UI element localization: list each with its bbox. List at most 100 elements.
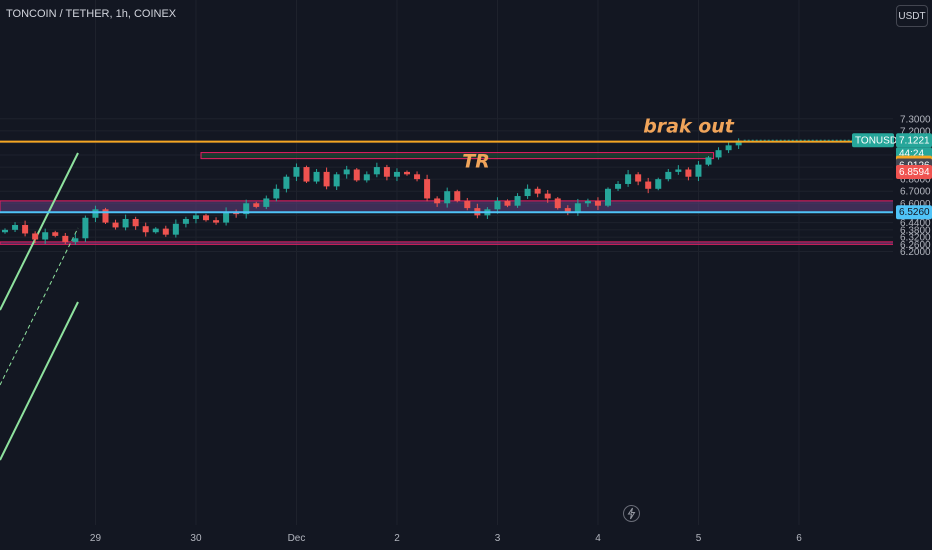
lightning-icon[interactable]: [623, 505, 640, 522]
candle-body: [424, 179, 431, 199]
candle: [172, 219, 179, 238]
candle: [504, 199, 511, 208]
candle-body: [253, 203, 260, 207]
candle: [464, 197, 471, 211]
candle: [404, 170, 410, 176]
candle-body: [605, 188, 611, 206]
chart-title: TONCOIN / TETHER, 1h, COINEX: [6, 8, 177, 20]
candle-body: [303, 167, 310, 182]
grid: [0, 0, 893, 525]
candle-body: [62, 235, 69, 242]
price-axis[interactable]: 7.30007.20007.10007.00006.90006.80006.70…: [893, 0, 932, 550]
candle-body: [725, 145, 732, 151]
candle: [373, 162, 380, 178]
symbol-badge: TONUSDT: [852, 133, 903, 148]
candle: [645, 177, 652, 194]
candle-body: [695, 164, 702, 177]
candle: [594, 197, 601, 211]
trendline-middle: [0, 227, 79, 386]
candles: [2, 138, 742, 245]
candle-body: [665, 171, 672, 180]
candle-body: [514, 196, 521, 206]
candle: [142, 222, 149, 237]
candle-body: [353, 169, 360, 181]
candle-body: [675, 169, 682, 172]
candle-body: [12, 225, 19, 230]
last-price-badge-text: 7.1221: [899, 135, 930, 146]
level-b-badge-bg: [896, 164, 932, 179]
y-tick-label: 6.2000: [900, 247, 931, 258]
candle: [112, 219, 119, 230]
candle: [414, 171, 421, 182]
candle: [253, 201, 260, 209]
candle-body: [454, 191, 461, 201]
candle: [162, 225, 169, 237]
candle: [343, 165, 350, 179]
candle: [514, 193, 521, 208]
candle-body: [203, 215, 209, 221]
demand-zone-lower: [0, 241, 897, 245]
candle-body: [32, 233, 39, 240]
candle: [695, 161, 702, 182]
candle-body: [393, 171, 400, 177]
candle-body: [464, 200, 471, 209]
candle: [303, 165, 310, 184]
candle: [333, 172, 340, 191]
candle: [203, 213, 209, 222]
candle: [564, 205, 571, 216]
y-tick-label: 6.3800: [900, 225, 931, 236]
candle-body: [333, 174, 340, 187]
candle: [605, 187, 611, 208]
candle: [705, 155, 712, 167]
candle: [92, 205, 99, 223]
x-tick-label: 29: [90, 533, 102, 544]
candle: [42, 228, 49, 244]
candle: [665, 169, 672, 182]
annotation-label: TR: [462, 151, 490, 173]
candle-body: [52, 232, 59, 236]
candle-body: [363, 174, 370, 181]
currency-button[interactable]: USDT: [896, 5, 928, 27]
candle: [223, 207, 230, 226]
candle-body: [152, 228, 159, 233]
candle: [72, 233, 79, 245]
y-tick-label: 6.6000: [900, 199, 931, 210]
y-tick-label: 6.8000: [900, 175, 931, 186]
annotations: brak out TR: [462, 116, 735, 173]
candle-body: [213, 220, 220, 223]
candle: [82, 215, 89, 242]
price-axis-bg: [893, 0, 932, 550]
candle-body: [172, 223, 179, 235]
candle: [615, 181, 622, 191]
candle-body: [584, 200, 591, 204]
candle-body: [635, 174, 642, 182]
annotation-label: brak out: [643, 116, 735, 138]
candle-body: [735, 140, 742, 146]
time-axis-bg: [0, 525, 893, 550]
candle: [52, 230, 59, 238]
last-price-badge-bg: [896, 133, 932, 148]
candle: [353, 168, 360, 182]
candle-body: [2, 229, 8, 233]
candle: [424, 174, 431, 202]
candle: [132, 216, 139, 230]
candle: [554, 197, 561, 210]
candle: [122, 214, 129, 231]
candle: [635, 172, 642, 186]
candle-body: [544, 193, 551, 199]
range-top-zone: [200, 152, 715, 160]
candle-body: [142, 226, 149, 233]
candle: [494, 197, 501, 214]
candle-body: [283, 176, 290, 189]
candle: [313, 169, 320, 184]
candle: [293, 163, 300, 182]
time-axis[interactable]: 29 30 Dec 2 3 4 5 6: [0, 525, 893, 550]
candle-body: [373, 167, 380, 175]
candle-body: [92, 209, 99, 218]
candle-body: [564, 208, 571, 213]
candle: [544, 190, 551, 203]
candle: [584, 198, 591, 207]
price-badges: TONUSDT7.122144:247.11096.91266.85946.52…: [852, 133, 932, 220]
candle: [363, 171, 370, 183]
